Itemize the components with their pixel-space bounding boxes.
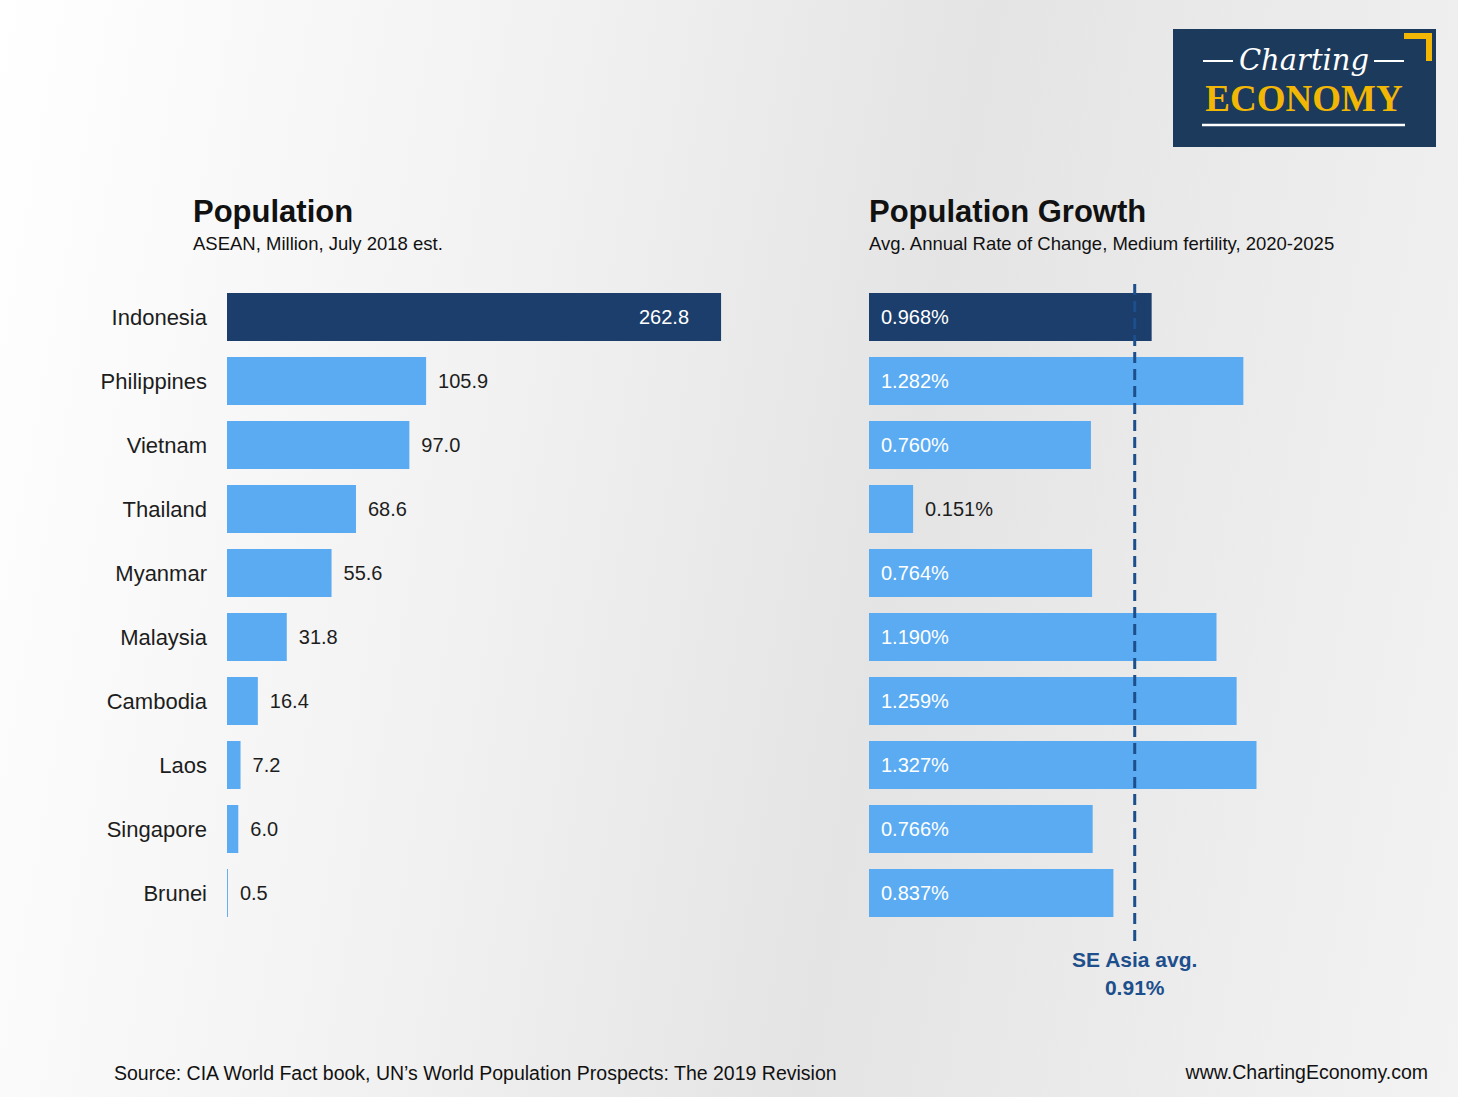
data-label: 1.259%	[881, 690, 949, 712]
logo-text: ECONOMY	[1205, 78, 1403, 119]
category-label: Philippines	[101, 369, 207, 394]
data-label: 97.0	[421, 434, 460, 456]
data-label: 55.6	[344, 562, 383, 584]
labels: 0.968% 1.282% 0.760% 0.151% 0.764% 1.190% 1.25…	[881, 306, 993, 904]
data-label: 0.151%	[925, 498, 993, 520]
labels: Indonesia 262.8 Philippines 105.9 Vietnam 97.…	[101, 305, 689, 906]
category-label: Malaysia	[120, 625, 208, 650]
data-label: 7.2	[253, 754, 281, 776]
data-label: 1.327%	[881, 754, 949, 776]
bar	[227, 869, 228, 917]
data-label: 1.282%	[881, 370, 949, 392]
bar	[227, 293, 721, 341]
bar	[869, 805, 1093, 853]
category-label: Vietnam	[127, 433, 207, 458]
data-label: 31.8	[299, 626, 338, 648]
category-label: Brunei	[143, 881, 207, 906]
data-label: 16.4	[270, 690, 309, 712]
chart-title: Population	[193, 194, 353, 229]
category-label: Laos	[159, 753, 207, 778]
bars	[869, 293, 1256, 917]
data-label: 0.5	[240, 882, 268, 904]
bar	[869, 357, 1243, 405]
bar	[869, 869, 1113, 917]
chart-subtitle: Avg. Annual Rate of Change, Medium ferti…	[869, 233, 1334, 254]
bar	[869, 549, 1092, 597]
category-label: Cambodia	[107, 689, 208, 714]
bar	[227, 613, 287, 661]
logo: ChartingECONOMY	[1173, 29, 1436, 147]
logo-text: Charting	[1239, 43, 1369, 77]
website: www.ChartingEconomy.com	[1185, 1061, 1428, 1083]
reference-line	[1133, 284, 1136, 946]
canvas: Population ASEAN, Million, July 2018 est.…	[0, 0, 1458, 1097]
data-label: 68.6	[368, 498, 407, 520]
data-label: 6.0	[250, 818, 278, 840]
bar	[869, 421, 1091, 469]
chart-subtitle: ASEAN, Million, July 2018 est.	[193, 233, 443, 254]
logo-dash	[1203, 60, 1233, 62]
category-label: Indonesia	[112, 305, 208, 330]
chart-1: Population Growth Avg. Annual Rate of Cha…	[869, 194, 1334, 999]
data-label: 0.837%	[881, 882, 949, 904]
logo-box	[1173, 29, 1436, 147]
annotation: SE Asia avg.	[1072, 948, 1197, 971]
bar	[227, 549, 332, 597]
bar	[869, 293, 1152, 341]
bar	[869, 741, 1256, 789]
data-label: 0.760%	[881, 434, 949, 456]
bar	[227, 805, 238, 853]
bar	[227, 677, 258, 725]
bars	[227, 293, 721, 917]
source: Source: CIA World Fact book, UN’s World …	[114, 1062, 837, 1084]
data-label: 0.766%	[881, 818, 949, 840]
category-label: Myanmar	[115, 561, 207, 586]
category-label: Singapore	[107, 817, 207, 842]
bar	[869, 485, 913, 533]
bar	[869, 677, 1237, 725]
bar	[227, 741, 241, 789]
bar	[227, 485, 356, 533]
category-label: Thailand	[123, 497, 207, 522]
chart-0: Population ASEAN, Million, July 2018 est.…	[101, 194, 721, 917]
data-label: 262.8	[639, 306, 689, 328]
logo-dash	[1374, 60, 1404, 62]
bar	[227, 421, 409, 469]
logo-rule	[1202, 124, 1405, 127]
data-label: 0.968%	[881, 306, 949, 328]
data-label: 1.190%	[881, 626, 949, 648]
bar	[869, 613, 1216, 661]
bar	[227, 357, 426, 405]
annotation-value: 0.91%	[1105, 976, 1165, 999]
data-label: 105.9	[438, 370, 488, 392]
logo-corner	[1404, 33, 1432, 61]
data-label: 0.764%	[881, 562, 949, 584]
chart-title: Population Growth	[869, 194, 1146, 229]
